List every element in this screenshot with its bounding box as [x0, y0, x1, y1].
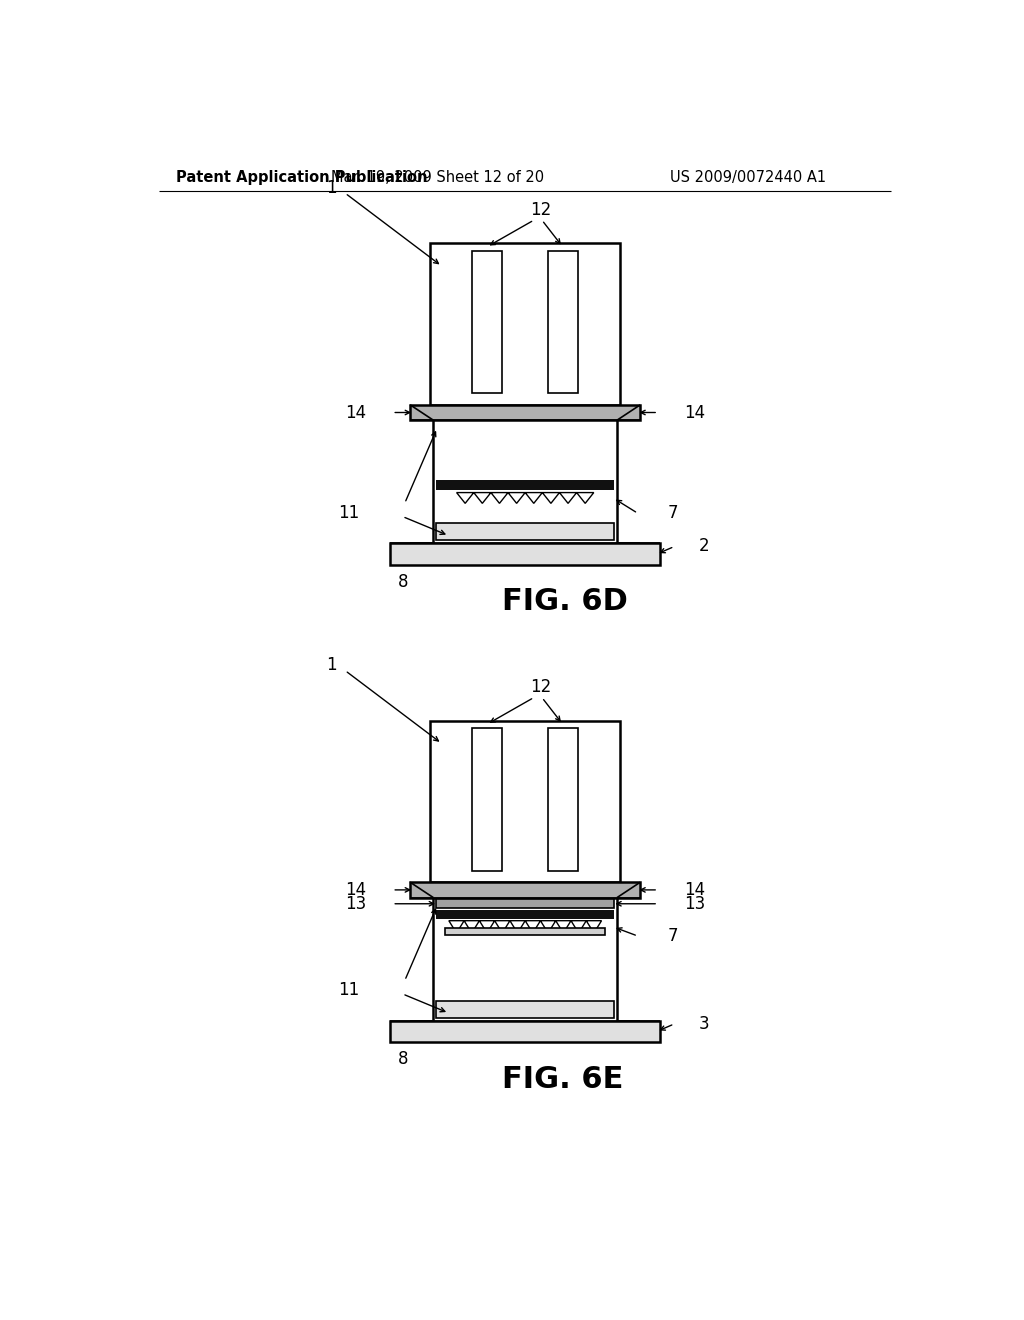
Text: 3: 3	[699, 1015, 710, 1032]
Text: FIG. 6E: FIG. 6E	[502, 1065, 623, 1094]
Text: 11: 11	[339, 504, 359, 521]
Text: 7: 7	[668, 504, 678, 523]
Text: 8: 8	[397, 573, 409, 591]
Bar	[436, 1001, 614, 1018]
Text: 1: 1	[327, 656, 337, 675]
Bar	[472, 251, 502, 393]
Text: US 2009/0072440 A1: US 2009/0072440 A1	[671, 170, 826, 185]
Bar	[548, 729, 578, 871]
Text: 7: 7	[668, 927, 678, 945]
Bar	[390, 1020, 660, 1043]
Bar	[433, 898, 617, 1020]
Bar	[390, 544, 660, 565]
Text: 8: 8	[397, 1051, 409, 1068]
Text: FIG. 6D: FIG. 6D	[502, 587, 628, 616]
Bar	[436, 899, 614, 908]
Text: 14: 14	[345, 880, 366, 899]
Text: Mar. 19, 2009 Sheet 12 of 20: Mar. 19, 2009 Sheet 12 of 20	[332, 170, 545, 185]
Bar	[436, 480, 614, 490]
Bar	[548, 251, 578, 393]
Bar	[433, 420, 617, 544]
Text: 12: 12	[529, 201, 551, 219]
Text: 14: 14	[684, 404, 706, 421]
Text: 2: 2	[699, 537, 710, 556]
Text: 13: 13	[684, 895, 706, 912]
Bar	[436, 524, 614, 540]
Bar	[410, 405, 640, 420]
Text: 14: 14	[684, 880, 706, 899]
Bar	[472, 729, 502, 871]
Text: 11: 11	[339, 981, 359, 999]
Text: 14: 14	[345, 404, 366, 421]
Text: Patent Application Publication: Patent Application Publication	[176, 170, 428, 185]
Text: 13: 13	[345, 895, 366, 912]
Text: 1: 1	[327, 178, 337, 197]
Bar	[430, 721, 621, 882]
Bar	[410, 882, 640, 898]
Bar	[445, 928, 605, 935]
Text: 12: 12	[529, 678, 551, 697]
Bar	[436, 909, 614, 919]
Bar	[430, 243, 621, 405]
